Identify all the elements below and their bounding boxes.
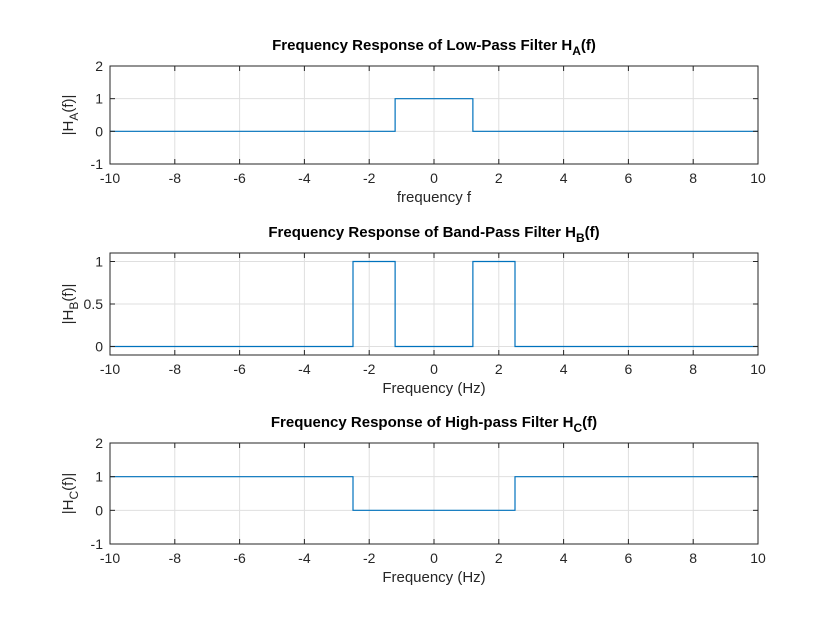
x-tick-label: 10 [750, 361, 766, 377]
x-tick-label: -6 [233, 361, 246, 377]
x-tick-label: 2 [495, 550, 503, 566]
x-tick-label: -2 [363, 550, 376, 566]
x-tick-label: 6 [625, 170, 633, 186]
y-axis-label: |HA(f)| [60, 95, 81, 136]
y-tick-label: -1 [91, 156, 104, 172]
x-tick-label: -10 [100, 550, 120, 566]
subplot-2: -10 -8 -6 -4 -2 0 2 4 6 8 10 0 0.5 1 Frequency Respons… [60, 224, 766, 397]
x-tick-label: -6 [233, 170, 246, 186]
x-tick-label: 10 [750, 550, 766, 566]
y-tick-label: 1 [95, 91, 103, 107]
x-tick-label: 6 [625, 550, 633, 566]
chart-title: Frequency Response of Low-Pass Filter HA… [272, 37, 596, 58]
chart-title: Frequency Response of High-pass Filter H… [271, 414, 597, 435]
x-tick-label: -2 [363, 170, 376, 186]
x-tick-label: -2 [363, 361, 376, 377]
y-tick-label: 0 [95, 339, 103, 355]
x-axis-label: Frequency (Hz) [382, 569, 485, 586]
y-tick-label: 0.5 [84, 296, 104, 312]
x-tick-label: 0 [430, 170, 438, 186]
y-tick-label: 0 [95, 123, 103, 139]
y-tick-label: 1 [95, 469, 103, 485]
x-tick-label: -6 [233, 550, 246, 566]
x-tick-label: 8 [689, 170, 697, 186]
y-axis-label: |HC(f)| [60, 473, 81, 514]
chart-title: Frequency Response of Band-Pass Filter H… [268, 224, 599, 245]
x-tick-label: -4 [298, 361, 311, 377]
y-axis-label: |HB(f)| [60, 284, 81, 325]
x-tick-label: 6 [625, 361, 633, 377]
x-tick-label: -4 [298, 170, 311, 186]
x-tick-label: 4 [560, 170, 568, 186]
series-line [110, 98, 758, 132]
x-tick-label: -10 [100, 170, 120, 186]
x-tick-label: 8 [689, 361, 697, 377]
x-tick-label: 0 [430, 361, 438, 377]
x-tick-label: 4 [560, 361, 568, 377]
x-tick-label: -10 [100, 361, 120, 377]
y-tick-label: 0 [95, 502, 103, 518]
x-tick-label: -8 [169, 550, 182, 566]
x-tick-label: -4 [298, 550, 311, 566]
x-tick-label: 0 [430, 550, 438, 566]
series-line [110, 476, 758, 511]
x-tick-label: 8 [689, 550, 697, 566]
x-tick-label: -8 [169, 170, 182, 186]
y-tick-label: 2 [95, 58, 103, 74]
x-tick-label: 2 [495, 361, 503, 377]
x-tick-label: 2 [495, 170, 503, 186]
y-tick-label: 2 [95, 435, 103, 451]
x-tick-label: 4 [560, 550, 568, 566]
series-line [110, 260, 758, 348]
x-axis-label: Frequency (Hz) [382, 380, 485, 397]
x-tick-label: 10 [750, 170, 766, 186]
x-tick-label: -8 [169, 361, 182, 377]
y-tick-label: 1 [95, 254, 103, 270]
x-axis-label: frequency f [397, 189, 472, 206]
y-tick-label: -1 [91, 536, 104, 552]
